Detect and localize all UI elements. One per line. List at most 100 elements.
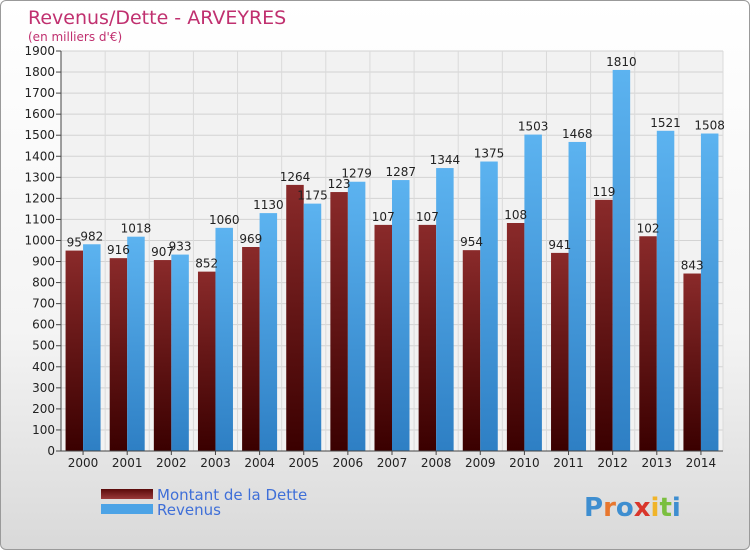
data-label-revenus-2012: 1810 bbox=[606, 55, 637, 69]
data-label-revenus-2013: 1521 bbox=[650, 116, 681, 130]
bar-revenus-2009 bbox=[480, 161, 498, 452]
bar-debt-2006 bbox=[330, 192, 348, 452]
bar-debt-2004 bbox=[242, 247, 260, 451]
data-label-debt-2005: 1264 bbox=[280, 170, 311, 184]
bar-debt-2007 bbox=[374, 224, 392, 451]
y-tick-label-100: 100 bbox=[32, 423, 55, 437]
bar-debt-2010 bbox=[506, 223, 525, 451]
bar-debt-2009 bbox=[462, 250, 481, 451]
y-tick-label-400: 400 bbox=[32, 360, 55, 374]
data-label-debt-2008: 107 bbox=[416, 210, 439, 224]
y-tick-label-600: 600 bbox=[32, 318, 55, 332]
legend-swatch-debt bbox=[101, 489, 153, 499]
bar-revenus-2005 bbox=[303, 203, 322, 451]
bar-debt-2005 bbox=[286, 184, 304, 452]
y-tick-label-1000: 1000 bbox=[24, 233, 55, 247]
bar-debt-2013 bbox=[639, 236, 657, 451]
data-label-revenus-2010: 1503 bbox=[518, 120, 549, 134]
proxiti-logo: Proxiti bbox=[584, 493, 681, 523]
x-tick-label-2003: 2003 bbox=[200, 456, 231, 470]
data-label-debt-2002: 907 bbox=[151, 245, 174, 259]
y-tick-labels: 0 100 200 300 400 500 600 700 800 900 1000 1100 1200… bbox=[24, 44, 61, 458]
data-label-debt-2000: 95 bbox=[67, 236, 82, 250]
bar-debt-2011 bbox=[551, 252, 569, 451]
data-label-debt-2009: 954 bbox=[460, 235, 483, 249]
data-label-revenus-2011: 1468 bbox=[562, 127, 593, 141]
data-label-debt-2013: 102 bbox=[637, 221, 660, 235]
x-tick-label-2007: 2007 bbox=[377, 456, 408, 470]
bar-revenus-2008 bbox=[436, 168, 454, 452]
data-label-revenus-2003: 1060 bbox=[209, 213, 240, 227]
chart-subtitle: (en milliers d'€) bbox=[28, 30, 122, 44]
y-tick-label-0: 0 bbox=[47, 444, 55, 458]
bar-revenus-2002 bbox=[171, 254, 189, 451]
data-label-revenus-2006: 1279 bbox=[341, 167, 372, 181]
x-tick-label-2009: 2009 bbox=[465, 456, 496, 470]
y-tick-label-1700: 1700 bbox=[24, 86, 55, 100]
data-label-debt-2004: 969 bbox=[239, 232, 262, 246]
data-label-debt-2001: 916 bbox=[107, 243, 130, 257]
bar-revenus-2010 bbox=[524, 134, 542, 451]
y-tick-label-1400: 1400 bbox=[24, 149, 55, 163]
bar-revenus-2004 bbox=[259, 213, 278, 451]
bar-revenus-2011 bbox=[568, 141, 587, 451]
data-label-debt-2007: 107 bbox=[372, 210, 395, 224]
legend-swatch-revenus bbox=[101, 504, 153, 514]
x-tick-label-2014: 2014 bbox=[686, 456, 717, 470]
legend-label-debt: Montant de la Dette bbox=[157, 486, 307, 504]
x-tick-label-2008: 2008 bbox=[421, 456, 452, 470]
legend-label-revenus: Revenus bbox=[157, 501, 221, 519]
bar-revenus-2006 bbox=[347, 181, 366, 451]
y-tick-label-1900: 1900 bbox=[24, 44, 55, 58]
bar-debt-2001 bbox=[109, 258, 128, 451]
x-tick-label-2011: 2011 bbox=[553, 456, 584, 470]
y-tick-label-1200: 1200 bbox=[24, 191, 55, 205]
logo-text: Proxiti bbox=[584, 493, 681, 523]
bar-revenus-2014 bbox=[700, 133, 719, 452]
data-labels: 95 916 907 852 969 1264 123 107 107 954 108 941 119 1… bbox=[67, 55, 725, 273]
bar-debt-2012 bbox=[595, 199, 613, 451]
plot-area: 95 916 907 852 969 1264 123 107 107 954 108 941 119 1… bbox=[24, 44, 725, 470]
legend: Montant de la Dette Revenus bbox=[101, 486, 307, 519]
data-label-debt-2003: 852 bbox=[195, 257, 218, 271]
bar-revenus-2000 bbox=[83, 244, 101, 451]
data-label-revenus-2004: 1130 bbox=[253, 198, 284, 212]
x-tick-label-2000: 2000 bbox=[68, 456, 99, 470]
bar-revenus-2007 bbox=[392, 180, 410, 452]
data-label-revenus-2001: 1018 bbox=[121, 222, 152, 236]
x-tick-label-2013: 2013 bbox=[642, 456, 673, 470]
x-tick-label-2001: 2001 bbox=[112, 456, 143, 470]
data-label-debt-2011: 941 bbox=[548, 238, 571, 252]
x-tick-label-2012: 2012 bbox=[597, 456, 628, 470]
y-tick-label-1500: 1500 bbox=[24, 128, 55, 142]
data-label-debt-2006: 123 bbox=[328, 177, 351, 191]
x-tick-label-2005: 2005 bbox=[288, 456, 319, 470]
x-tick-label-2006: 2006 bbox=[333, 456, 364, 470]
y-tick-label-200: 200 bbox=[32, 402, 55, 416]
data-label-revenus-2014: 1508 bbox=[694, 119, 725, 133]
x-tick-label-2002: 2002 bbox=[156, 456, 187, 470]
y-tick-label-900: 900 bbox=[32, 255, 55, 269]
data-label-revenus-2009: 1375 bbox=[474, 147, 505, 161]
bar-debt-2003 bbox=[197, 271, 216, 451]
bar-debt-2014 bbox=[683, 273, 701, 451]
data-label-revenus-2000: 982 bbox=[80, 229, 103, 243]
bar-debt-2008 bbox=[418, 224, 437, 451]
data-label-revenus-2002: 933 bbox=[169, 240, 192, 254]
bar-revenus-2013 bbox=[656, 130, 675, 451]
y-tick-label-800: 800 bbox=[32, 276, 55, 290]
data-label-revenus-2008: 1344 bbox=[430, 153, 461, 167]
data-label-revenus-2005: 1175 bbox=[297, 189, 328, 203]
y-tick-label-1300: 1300 bbox=[24, 170, 55, 184]
bar-revenus-2001 bbox=[127, 236, 145, 451]
data-label-debt-2012: 119 bbox=[592, 185, 615, 199]
bars bbox=[65, 69, 719, 452]
x-tick-label-2004: 2004 bbox=[244, 456, 275, 470]
bar-revenus-2003 bbox=[215, 227, 233, 451]
y-tick-label-700: 700 bbox=[32, 297, 55, 311]
data-label-debt-2010: 108 bbox=[504, 208, 527, 222]
x-tick-labels: 2000 2001 2002 2003 2004 2005 2006 2007 2008 2009… bbox=[68, 451, 716, 470]
chart-title: Revenus/Dette - ARVEYRES bbox=[28, 7, 286, 29]
